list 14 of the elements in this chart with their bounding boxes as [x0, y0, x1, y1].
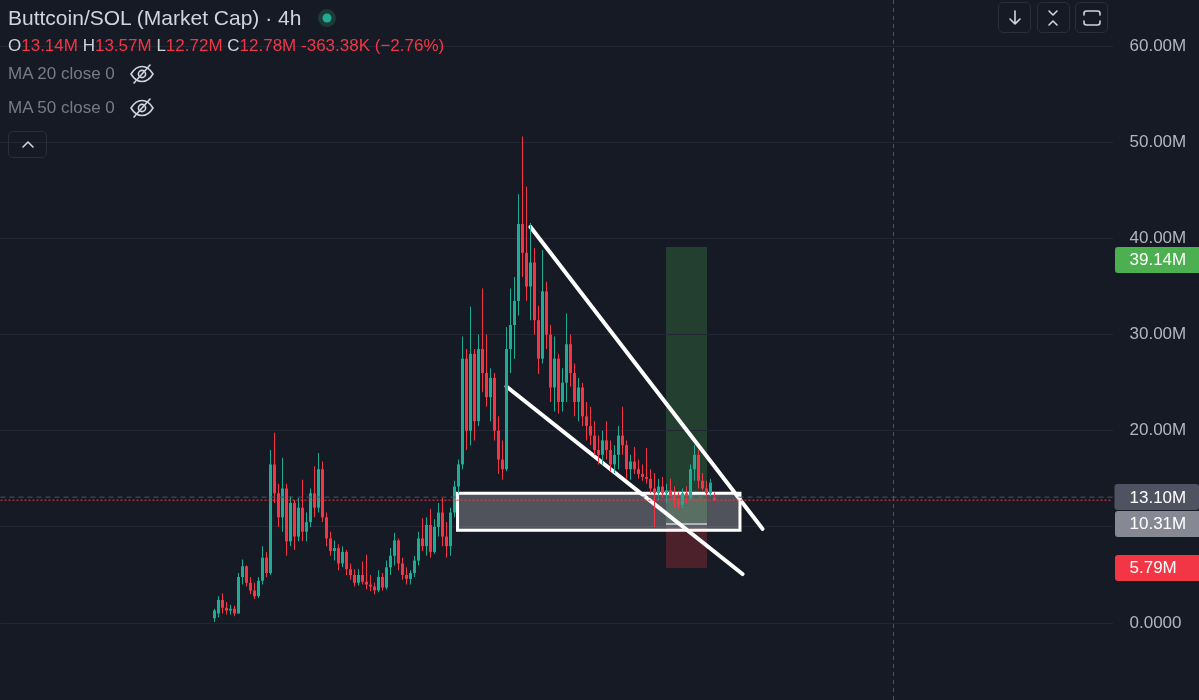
- text: 10.31M: [1114, 511, 1199, 537]
- y-tick-label: 60.00M: [1129, 35, 1187, 55]
- chart-title: Buttcoin/SOL (Market Cap) · 4h: [8, 5, 302, 31]
- ref-line-label: 13.10M: [1129, 487, 1187, 507]
- text: 39.14M: [1114, 247, 1199, 273]
- text: 5.79M: [1114, 555, 1199, 581]
- text: O13.14M H13.57M L12.72M C12.78M -363.38K (−2.76%): [8, 36, 445, 55]
- y-tick-label: 20.00M: [1129, 420, 1187, 440]
- y-tick-label: 40.00M: [1129, 228, 1187, 248]
- annotation: MA 50 close 0: [8, 97, 115, 119]
- y-tick-label: 0.0000: [1129, 612, 1182, 632]
- y-tick-label: 30.00M: [1129, 324, 1187, 344]
- annotation: MA 20 close 0: [8, 63, 115, 85]
- y-tick-label: 50.00M: [1129, 132, 1187, 151]
